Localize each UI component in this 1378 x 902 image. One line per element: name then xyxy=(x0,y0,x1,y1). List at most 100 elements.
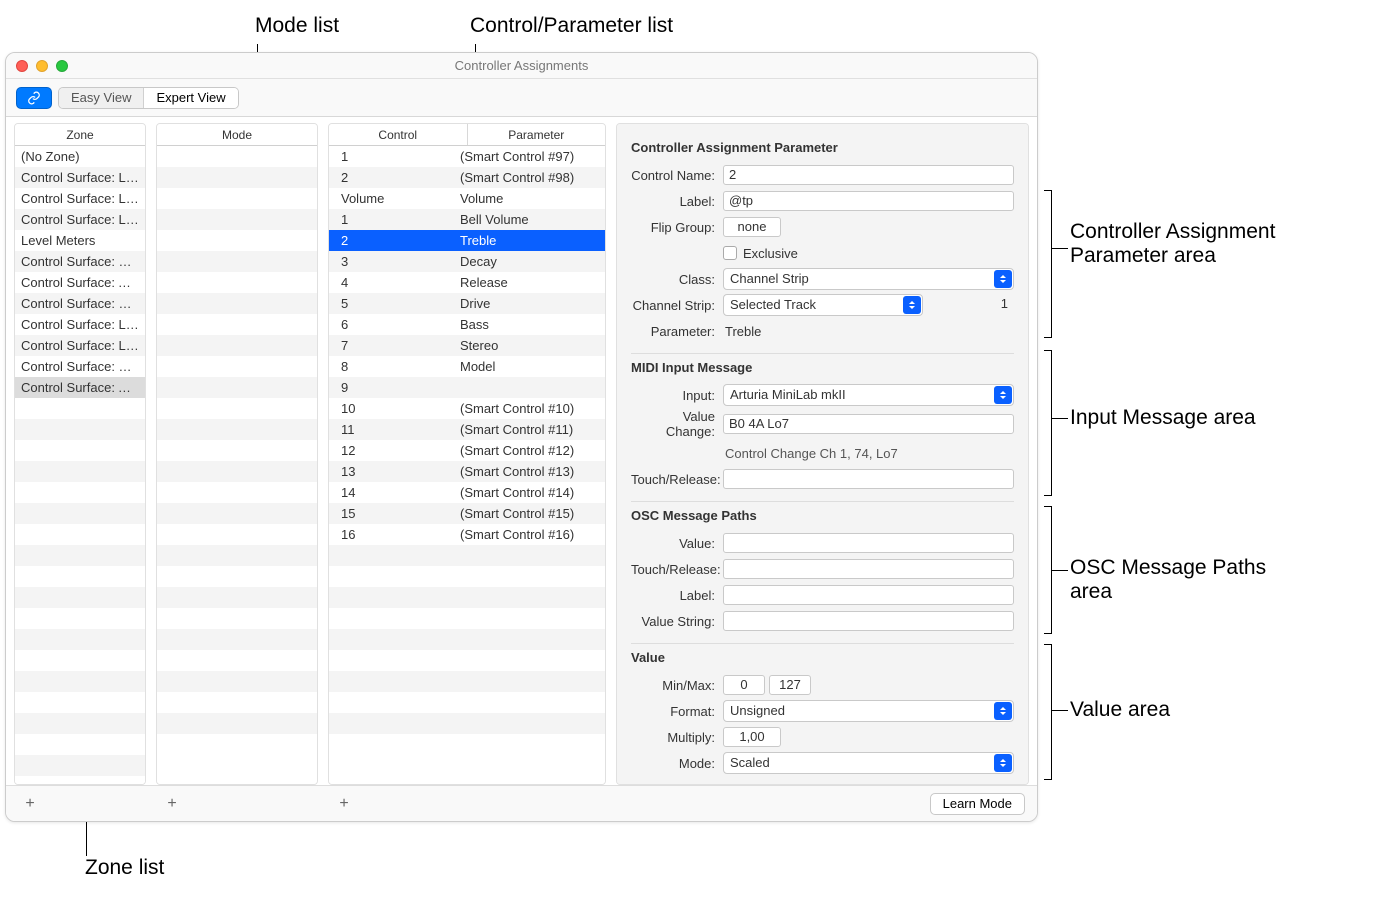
control-row[interactable]: 3Decay xyxy=(329,251,605,272)
mode-row-empty xyxy=(157,713,317,734)
osc-value-input[interactable] xyxy=(723,533,1014,553)
mode-row-empty xyxy=(157,272,317,293)
osc-touch-label: Touch/Release: xyxy=(631,562,723,577)
osc-valuestring-input[interactable] xyxy=(723,611,1014,631)
class-select[interactable]: Channel Strip xyxy=(723,268,1014,290)
control-row[interactable]: 6Bass xyxy=(329,314,605,335)
control-row[interactable]: VolumeVolume xyxy=(329,188,605,209)
control-row[interactable]: 7Stereo xyxy=(329,335,605,356)
callout-control-list: Control/Parameter list xyxy=(470,14,673,38)
label-input[interactable]: @tp xyxy=(723,191,1014,211)
mode-row-empty xyxy=(157,251,317,272)
control-row[interactable]: 13(Smart Control #13) xyxy=(329,461,605,482)
control-row[interactable]: 4Release xyxy=(329,272,605,293)
value-change-label: Value Change: xyxy=(631,409,723,439)
control-row[interactable]: 8Model xyxy=(329,356,605,377)
zone-row[interactable]: Control Surface: Log… xyxy=(15,335,145,356)
control-row[interactable]: 15(Smart Control #15) xyxy=(329,503,605,524)
zone-row[interactable]: Control Surface: Log… xyxy=(15,209,145,230)
learn-mode-button[interactable]: Learn Mode xyxy=(930,793,1025,815)
zone-row[interactable]: Control Surface: Log… xyxy=(15,167,145,188)
mode-row-empty xyxy=(157,566,317,587)
callout-input-area: Input Message area xyxy=(1070,406,1256,430)
add-mode-button[interactable]: + xyxy=(160,792,184,816)
mode-row-empty xyxy=(157,503,317,524)
zone-row-empty xyxy=(15,734,145,755)
bracket-cap xyxy=(1044,190,1052,338)
control-row[interactable]: 14(Smart Control #14) xyxy=(329,482,605,503)
close-icon[interactable] xyxy=(16,60,28,72)
exclusive-checkbox[interactable] xyxy=(723,246,737,260)
add-zone-button[interactable]: + xyxy=(18,792,42,816)
controller-assignments-window: Controller Assignments Easy View Expert … xyxy=(5,52,1038,822)
zone-row-empty xyxy=(15,713,145,734)
mode-row-empty xyxy=(157,230,317,251)
value-change-input[interactable]: B0 4A Lo7 xyxy=(723,414,1014,434)
control-row[interactable]: 2(Smart Control #98) xyxy=(329,167,605,188)
control-list[interactable]: 1(Smart Control #97)2(Smart Control #98)… xyxy=(329,146,605,784)
control-row[interactable]: 1Bell Volume xyxy=(329,209,605,230)
control-row[interactable]: 10(Smart Control #10) xyxy=(329,398,605,419)
max-input[interactable]: 127 xyxy=(769,675,811,695)
easy-view-button[interactable]: Easy View xyxy=(59,88,143,108)
flip-group-input[interactable]: none xyxy=(723,217,781,237)
control-row[interactable]: 16(Smart Control #16) xyxy=(329,524,605,545)
zone-row-empty xyxy=(15,461,145,482)
control-row[interactable]: 9 xyxy=(329,377,605,398)
parameter-label: Parameter: xyxy=(631,324,723,339)
control-row[interactable]: 11(Smart Control #11) xyxy=(329,419,605,440)
zone-row[interactable]: Level Meters xyxy=(15,230,145,251)
mode-list[interactable] xyxy=(157,146,317,784)
touch-release-input[interactable] xyxy=(723,469,1014,489)
control-row[interactable]: 12(Smart Control #12) xyxy=(329,440,605,461)
control-name-input[interactable]: 2 xyxy=(723,165,1014,185)
zone-row[interactable]: (No Zone) xyxy=(15,146,145,167)
mode-column: Mode xyxy=(156,123,318,785)
zone-list[interactable]: (No Zone)Control Surface: Log…Control Su… xyxy=(15,146,145,784)
zone-row[interactable]: Control Surface: Art… xyxy=(15,272,145,293)
multiply-label: Multiply: xyxy=(631,730,723,745)
mode-row-empty xyxy=(157,188,317,209)
control-row[interactable]: 1(Smart Control #97) xyxy=(329,146,605,167)
zone-column: Zone (No Zone)Control Surface: Log…Contr… xyxy=(14,123,146,785)
expert-view-button[interactable]: Expert View xyxy=(143,88,237,108)
mode-select[interactable]: Scaled xyxy=(723,752,1014,774)
add-control-button[interactable]: + xyxy=(332,792,356,816)
parameter-value: Treble xyxy=(723,324,1014,339)
callout-line xyxy=(1052,418,1068,419)
value-change-description: Control Change Ch 1, 74, Lo7 xyxy=(723,446,1014,461)
zone-row[interactable]: Control Surface: Log… xyxy=(15,188,145,209)
input-select[interactable]: Arturia MiniLab mkII xyxy=(723,384,1014,406)
touch-release-label: Touch/Release: xyxy=(631,472,723,487)
control-row-empty xyxy=(329,671,605,692)
minimize-icon[interactable] xyxy=(36,60,48,72)
control-row[interactable]: 5Drive xyxy=(329,293,605,314)
zone-row[interactable]: Control Surface: HUI xyxy=(15,251,145,272)
callout-line xyxy=(1052,570,1068,571)
channel-strip-number[interactable]: 1 xyxy=(968,295,1014,315)
minmax-label: Min/Max: xyxy=(631,678,723,693)
zone-row-empty xyxy=(15,776,145,784)
osc-touch-input[interactable] xyxy=(723,559,1014,579)
control-row[interactable]: 2Treble xyxy=(329,230,605,251)
mode-row-empty xyxy=(157,209,317,230)
fullscreen-icon[interactable] xyxy=(56,60,68,72)
format-label: Format: xyxy=(631,704,723,719)
zone-row-empty xyxy=(15,440,145,461)
zone-row[interactable]: Control Surface: Log… xyxy=(15,314,145,335)
link-button[interactable] xyxy=(16,87,52,109)
mode-header-label: Mode xyxy=(157,124,317,145)
multiply-input[interactable]: 1,00 xyxy=(723,727,781,747)
channel-strip-select[interactable]: Selected Track xyxy=(723,294,923,316)
chevron-updown-icon xyxy=(994,702,1012,720)
control-header: Control Parameter xyxy=(329,124,605,146)
osc-label-input[interactable] xyxy=(723,585,1014,605)
min-input[interactable]: 0 xyxy=(723,675,765,695)
zone-row[interactable]: Control Surface: Art… xyxy=(15,377,145,398)
window-title: Controller Assignments xyxy=(455,58,589,73)
format-select[interactable]: Unsigned xyxy=(723,700,1014,722)
zone-row[interactable]: Control Surface: Ma… xyxy=(15,293,145,314)
zone-row[interactable]: Control Surface: Ma… xyxy=(15,356,145,377)
zone-row-empty xyxy=(15,692,145,713)
control-row-empty xyxy=(329,545,605,566)
